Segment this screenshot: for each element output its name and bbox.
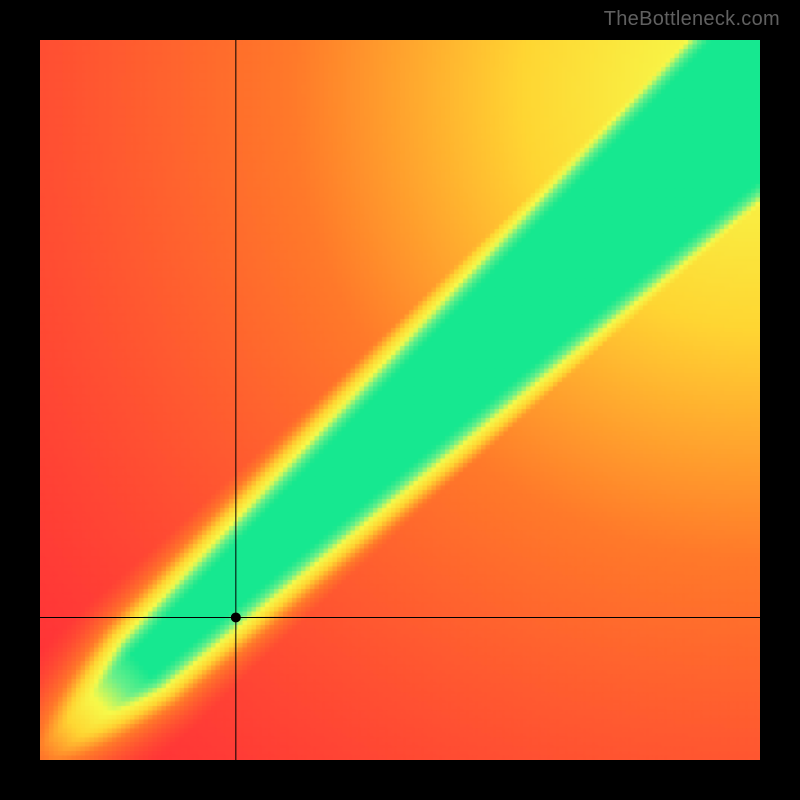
heatmap-canvas — [40, 40, 760, 760]
watermark-text: TheBottleneck.com — [604, 8, 780, 31]
heatmap-plot — [40, 40, 760, 760]
